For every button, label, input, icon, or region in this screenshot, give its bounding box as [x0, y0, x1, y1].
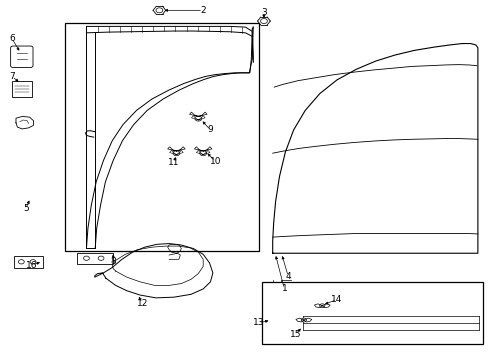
Text: 4: 4: [285, 272, 290, 281]
Polygon shape: [314, 304, 322, 308]
Text: 10: 10: [209, 157, 221, 166]
Polygon shape: [203, 150, 209, 155]
Polygon shape: [272, 44, 477, 253]
Text: 16: 16: [26, 261, 38, 270]
Text: 3: 3: [261, 8, 266, 17]
Circle shape: [30, 260, 36, 264]
Bar: [14, 256, 42, 267]
Polygon shape: [295, 318, 303, 322]
Bar: [64, 23, 259, 251]
Polygon shape: [303, 318, 311, 322]
Circle shape: [173, 151, 180, 156]
Text: 1: 1: [281, 284, 286, 293]
Circle shape: [301, 318, 306, 322]
Circle shape: [98, 256, 104, 260]
Polygon shape: [191, 116, 198, 120]
Text: 14: 14: [330, 295, 342, 304]
Text: 9: 9: [207, 126, 213, 135]
Bar: [12, 81, 31, 97]
FancyBboxPatch shape: [11, 46, 33, 67]
Text: 7: 7: [9, 72, 15, 81]
Text: 5: 5: [23, 204, 28, 213]
Text: 15: 15: [289, 330, 301, 339]
Circle shape: [83, 256, 89, 260]
Polygon shape: [169, 150, 176, 155]
Circle shape: [260, 18, 267, 23]
Circle shape: [319, 304, 324, 308]
Polygon shape: [176, 150, 183, 155]
Text: 13: 13: [253, 318, 264, 327]
Polygon shape: [322, 304, 329, 308]
Polygon shape: [198, 116, 204, 120]
Circle shape: [19, 260, 24, 264]
Text: 8: 8: [110, 257, 116, 266]
Text: 11: 11: [168, 158, 180, 167]
Text: 6: 6: [9, 35, 15, 44]
Circle shape: [200, 151, 206, 156]
Polygon shape: [196, 150, 203, 155]
Bar: [261, 282, 482, 344]
Text: 12: 12: [137, 299, 148, 308]
Bar: [77, 252, 113, 264]
Circle shape: [156, 8, 163, 13]
Text: 2: 2: [200, 6, 205, 15]
Circle shape: [195, 116, 201, 121]
